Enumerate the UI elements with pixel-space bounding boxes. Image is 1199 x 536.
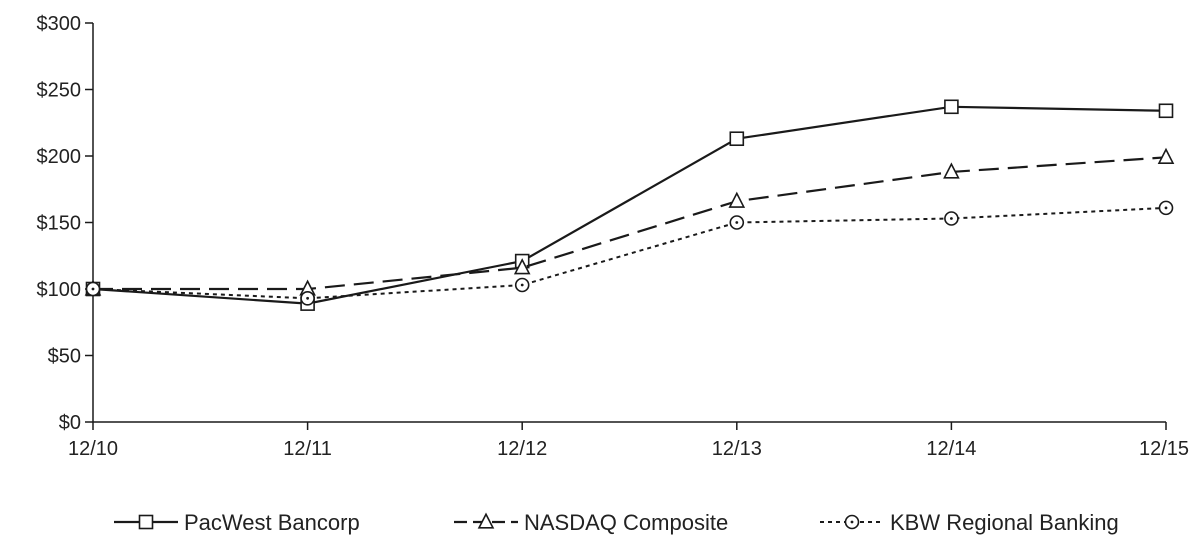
- legend-item-pacwest: PacWest Bancorp: [114, 510, 360, 535]
- x-tick-label: 12/10: [68, 438, 118, 460]
- series-layer: [84, 99, 1175, 311]
- marker-dot: [735, 221, 739, 224]
- data-point-nasdaq: [1157, 147, 1175, 164]
- marker-dot: [306, 296, 309, 300]
- legend-item-nasdaq: NASDAQ Composite: [454, 510, 728, 535]
- legend-marker: [844, 514, 860, 530]
- x-tick-label: 12/14: [926, 438, 976, 460]
- legend-marker: [477, 512, 495, 529]
- legend-label: NASDAQ Composite: [524, 510, 728, 535]
- marker-dot: [850, 520, 854, 524]
- x-tick-label: 12/15: [1139, 438, 1189, 460]
- data-point-kbw: [300, 291, 315, 306]
- legend-marker: [138, 514, 154, 530]
- y-tick-label: $0: [59, 412, 81, 434]
- data-point-kbw: [729, 215, 745, 230]
- x-tick-label: 12/12: [497, 438, 547, 460]
- series-line-kbw: [92, 206, 1167, 300]
- data-point-nasdaq: [513, 258, 531, 275]
- data-point-pacwest: [1158, 103, 1174, 119]
- series-line-pacwest: [92, 105, 1167, 305]
- x-tick-label: 12/11: [283, 438, 332, 460]
- data-point-kbw: [85, 281, 101, 297]
- series-kbw: [85, 200, 1174, 306]
- y-tick-label: $100: [37, 279, 82, 301]
- axes: $0 $50 $100 $150 $200 $250 $300 12/10 12/11 12/12…: [37, 13, 1190, 460]
- data-point-kbw: [1158, 200, 1174, 216]
- data-point-kbw: [944, 211, 959, 226]
- marker-dot: [91, 287, 95, 291]
- y-tick-label: $150: [37, 213, 82, 235]
- series-line-nasdaq: [93, 156, 1167, 291]
- legend: PacWest Bancorp NASDAQ Composite KBW Regio…: [114, 510, 1119, 535]
- data-point-pacwest: [729, 131, 745, 147]
- series-nasdaq: [84, 147, 1175, 296]
- y-tick-label: $250: [37, 80, 82, 102]
- legend-label: KBW Regional Banking: [890, 510, 1119, 535]
- data-point-nasdaq: [943, 162, 960, 179]
- legend-label: PacWest Bancorp: [184, 510, 360, 535]
- legend-item-kbw: KBW Regional Banking: [820, 510, 1119, 535]
- data-point-pacwest: [944, 99, 959, 115]
- y-tick-label: $200: [37, 146, 82, 168]
- data-point-kbw: [514, 277, 530, 293]
- data-point-nasdaq: [728, 191, 746, 208]
- marker-dot: [520, 283, 524, 287]
- series-pacwest: [85, 99, 1174, 311]
- marker-dot: [1164, 206, 1168, 210]
- y-tick-label: $300: [37, 13, 82, 35]
- x-tick-label: 12/13: [712, 438, 762, 460]
- marker-dot: [950, 217, 953, 220]
- y-tick-label: $50: [48, 346, 81, 368]
